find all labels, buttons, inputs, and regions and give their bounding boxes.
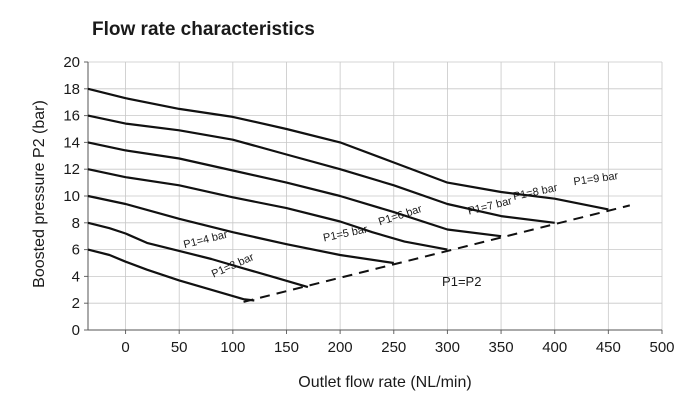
y-tick-label: 6: [72, 242, 80, 259]
x-tick-label: 300: [435, 339, 460, 356]
chart-title: Flow rate characteristics: [92, 19, 315, 40]
series-label: P1=6 bar: [377, 203, 424, 228]
x-tick-label: 50: [171, 339, 188, 356]
reference-line: [243, 204, 631, 303]
series-label: P1=8 bar: [512, 182, 559, 203]
y-tick-label: 10: [63, 188, 80, 205]
x-tick-label: 0: [121, 339, 129, 356]
series-line: [87, 87, 609, 211]
x-tick-label: 200: [328, 339, 353, 356]
series-line: [87, 168, 448, 251]
y-tick-label: 2: [72, 295, 80, 312]
y-tick-label: 16: [63, 108, 80, 125]
series-line: [87, 248, 255, 302]
x-tick-label: 400: [542, 339, 567, 356]
x-tick-label: 500: [649, 339, 674, 356]
y-tick-label: 8: [72, 215, 80, 232]
y-tick-label: 4: [72, 268, 80, 285]
x-axis-label: Outlet flow rate (NL/min): [298, 374, 471, 391]
y-tick-label: 0: [72, 322, 80, 339]
x-tick-label: 100: [220, 339, 245, 356]
x-tick-label: 150: [274, 339, 299, 356]
series-label: P1=9 bar: [573, 170, 620, 188]
series-line: [87, 221, 309, 289]
series-line: [87, 141, 502, 238]
reference-line-label: P1=P2: [442, 274, 481, 289]
y-axis-label: Boosted pressure P2 (bar): [31, 100, 48, 288]
x-tick-label: 350: [489, 339, 514, 356]
y-tick-label: 20: [63, 54, 80, 71]
series-line: [87, 194, 394, 265]
x-tick-label: 250: [381, 339, 406, 356]
series-label: P1=4 bar: [182, 229, 229, 252]
x-tick-label: 450: [596, 339, 621, 356]
y-tick-label: 18: [63, 81, 80, 98]
y-tick-label: 12: [63, 161, 80, 178]
series-label: P1=5 bar: [322, 223, 369, 244]
y-tick-label: 14: [63, 134, 80, 151]
series-line: [87, 114, 555, 224]
